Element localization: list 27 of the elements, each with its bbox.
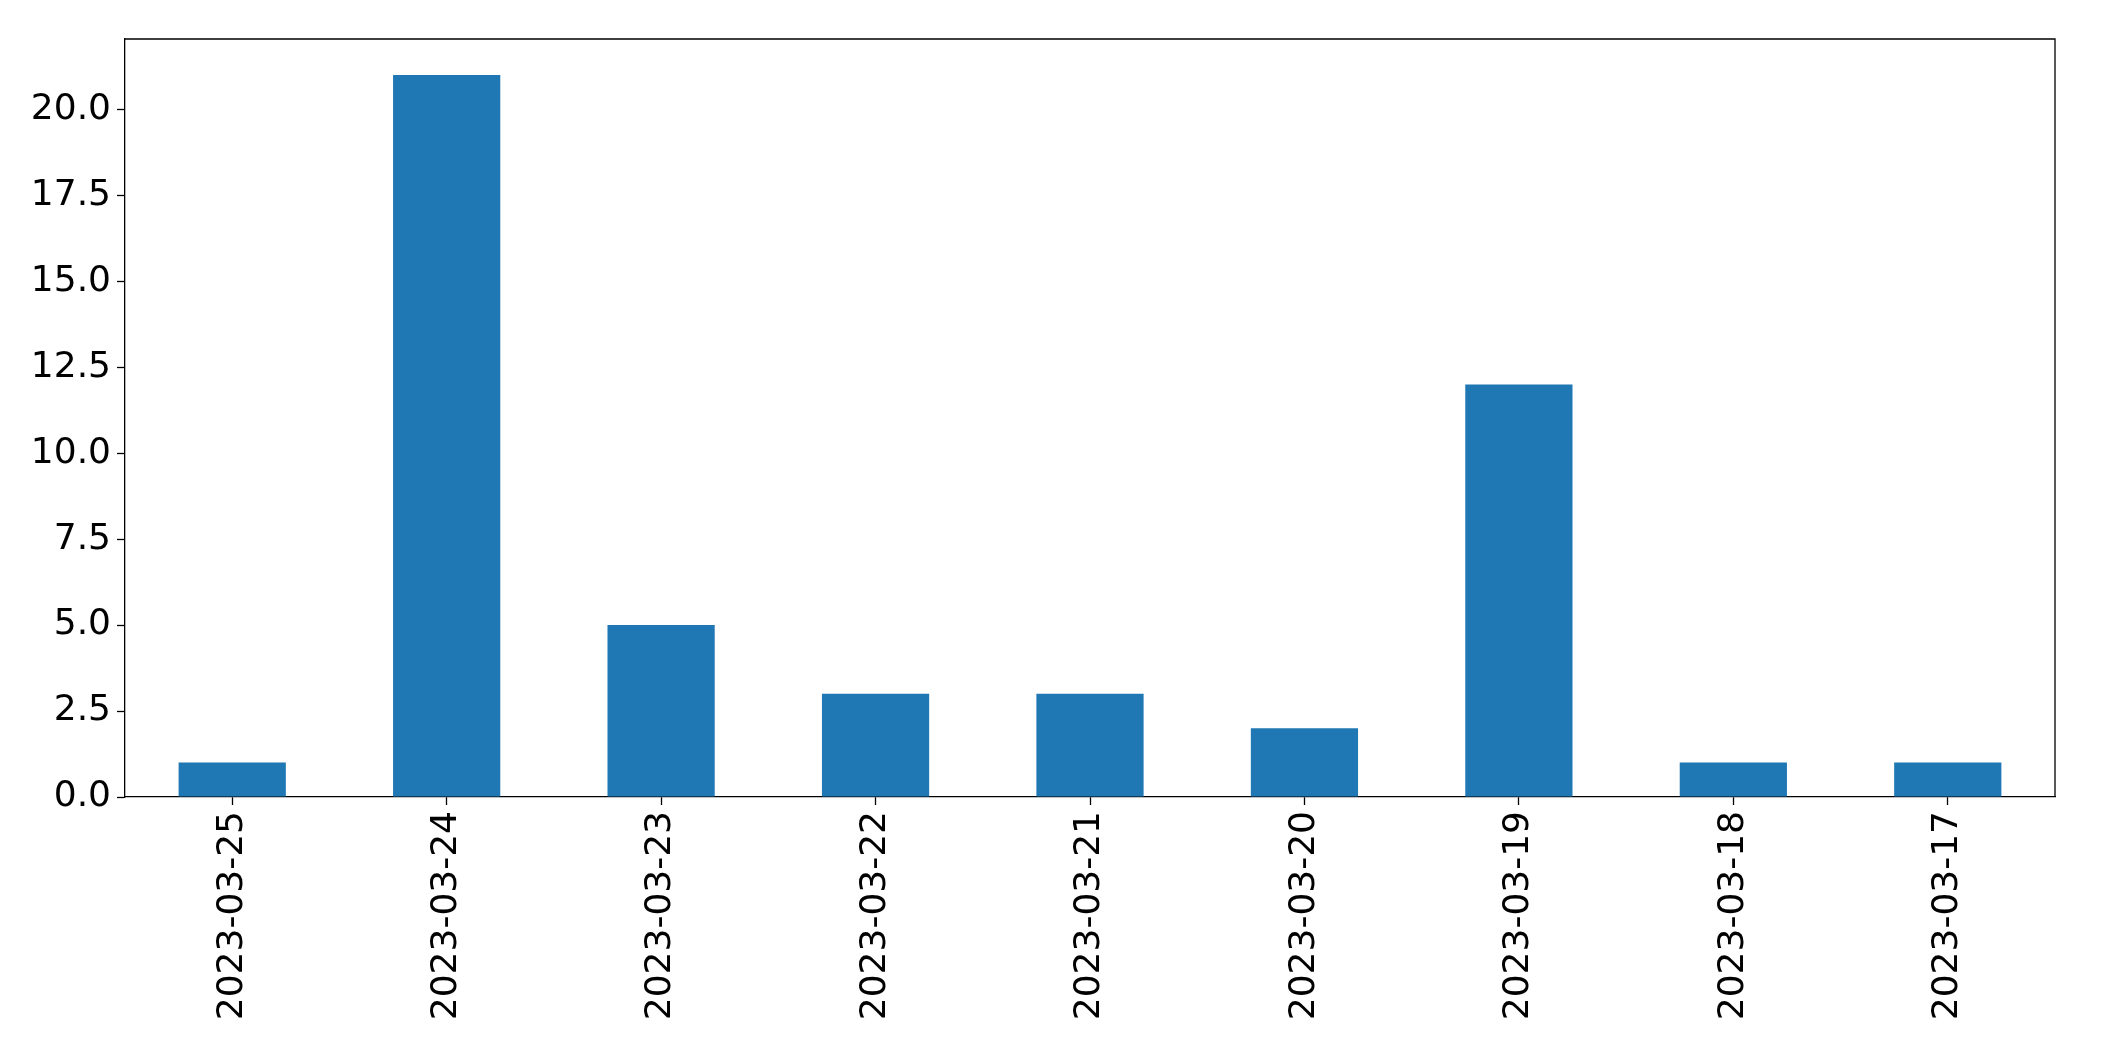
y-tick-label: 17.5 — [30, 171, 111, 213]
bar — [393, 75, 501, 797]
bar — [1894, 762, 2002, 797]
x-tick-label: 2023-03-24 — [423, 811, 465, 1021]
y-tick-label: 15.0 — [30, 257, 111, 299]
y-tick-label: 5.0 — [53, 601, 111, 643]
x-tick-label: 2023-03-21 — [1066, 811, 1108, 1021]
y-tick-label: 10.0 — [30, 429, 111, 471]
y-tick-label: 0.0 — [53, 773, 111, 815]
bar — [607, 625, 715, 797]
bar — [178, 762, 286, 797]
y-tick-label: 12.5 — [30, 343, 111, 385]
x-tick-label: 2023-03-23 — [637, 811, 679, 1021]
x-tick-label: 2023-03-17 — [1924, 811, 1966, 1021]
y-tick-label: 2.5 — [53, 687, 111, 729]
x-tick-label: 2023-03-25 — [208, 811, 250, 1021]
bar — [1250, 728, 1359, 797]
x-tick-label: 2023-03-19 — [1495, 811, 1537, 1021]
bar — [1465, 384, 1573, 797]
x-tick-label: 2023-03-20 — [1280, 811, 1322, 1021]
x-tick-label: 2023-03-22 — [851, 811, 893, 1021]
bar — [1679, 762, 1787, 797]
bar — [1036, 693, 1144, 797]
x-tick-label: 2023-03-18 — [1709, 811, 1751, 1021]
bar — [821, 693, 930, 797]
y-tick-label: 7.5 — [53, 515, 111, 557]
y-tick-label: 20.0 — [30, 85, 111, 127]
